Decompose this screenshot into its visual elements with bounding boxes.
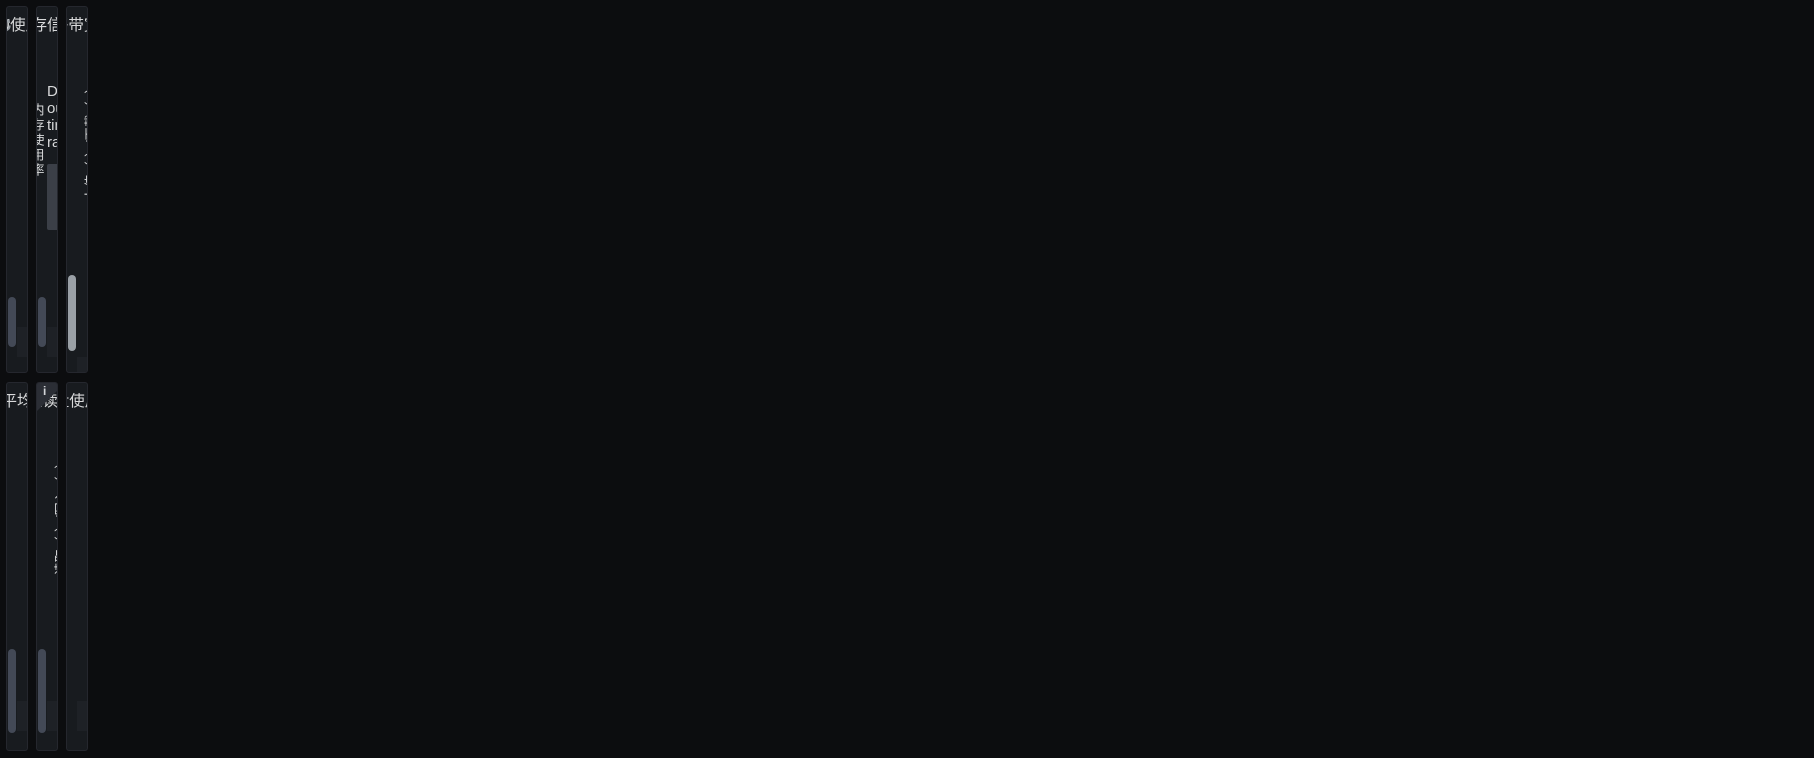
panel-title[interactable]: 磁盘使用率	[67, 393, 87, 410]
panel-info-corner[interactable]: i	[37, 383, 57, 411]
panel-system-load: 系统平均负载 23:4223:4423:4623:4823:5023:5223:…	[6, 382, 28, 751]
legend-row: CPU总核数6.006.006.006.00	[17, 731, 27, 750]
legend-row: 5分钟负载8.3717.7413.958.37	[17, 701, 27, 731]
legend-row: dm-1_读取9.21 kB/s176.64 kB/s22.89 kB/s176…	[47, 701, 57, 731]
panel-disk-readwrite: i 每秒磁盘读写容量 23:4223:4423:4623:4823:5023:5…	[36, 382, 58, 751]
legend-row: 15分钟负载5.2311.599.419.33	[17, 671, 27, 701]
y-axis-label-right: 内存使用率	[36, 102, 45, 178]
legend-row: 可用6.03 GiB6.06 GiB6.04 GiB6.05 GiB	[47, 357, 57, 372]
panel-title[interactable]: 系统平均负载	[7, 389, 27, 411]
legend-row: vda_读取9.21 kB/s176.64 kB/s22.89 kB/s176.…	[47, 671, 57, 701]
panel-network-bandwidth: 每秒网络带宽使用All 23:4223:4423:4623:4823:5023:…	[66, 6, 88, 373]
panel-disk-usage: 磁盘使用率 23:4223:4423:4623:4823:5023:5223:5…	[66, 382, 88, 751]
legend-header-row: minmaxavgcurrent	[17, 271, 27, 297]
legend-header-row: minmaxavgcurrent	[17, 645, 27, 671]
y-axis-label-left: 读取（-）/写入（+）	[53, 455, 58, 575]
panel-cpu-usage: CPU使用率 23:4223:4423:4623:4823:5023:5223:…	[6, 6, 28, 373]
legend-scrollbar[interactable]	[8, 297, 16, 347]
dashboard-grid: CPU使用率 23:4223:4423:4623:4823:5023:5223:…	[0, 0, 88, 751]
panel-title[interactable]: CPU使用率	[7, 17, 27, 34]
legend-header-row: minmaxavgcurrent	[47, 271, 57, 297]
panel-title[interactable]: 内存信息	[37, 13, 57, 35]
zoom-to-data-button[interactable]: Zoom to data	[47, 164, 57, 230]
info-icon: i	[43, 384, 47, 398]
panel-title[interactable]: 每秒网络带宽使用All	[67, 17, 87, 34]
legend-row: 总内存12.56 GiB12.56 GiB12.56 GiB12.56 GiB	[47, 297, 57, 327]
legend-row: cali8ebda44b7df_in下载4.21 Mbps24.97 Mbps1…	[77, 357, 87, 372]
legend-row: /boot29.9%29.9%29.9%29.9%	[77, 701, 87, 731]
legend-row: vda_写入46.64 kB/s142.93 kB/s84.20 kB/s142…	[47, 731, 57, 750]
legend-row: eth0_out上传8.54 Mbps50.22 Mbps37.42 Mbps	[77, 297, 87, 327]
legend-row: 总使用率23.31%74.90%61.15%23.31%	[17, 297, 27, 327]
legend-row: eth0_in下载7.45 Mbps48.91 Mbps36.20 Mbps	[77, 327, 87, 357]
y-axis-label-left: 上传（-）/下载（+）	[83, 80, 88, 200]
legend-header-row: minmaxavg	[77, 271, 87, 297]
legend-row: 系统使用率3.35%7.41%6.31%3.47%	[17, 357, 27, 372]
refresh-icon[interactable]	[7, 15, 15, 36]
legend-header-row: minmaxavgcurrent	[47, 645, 57, 671]
legend-row: /52.5%52.7%52.6%52.7%	[77, 671, 87, 701]
legend-row: 用户使用率11.88%46.70%37.13%11.88%	[17, 327, 27, 357]
panel-memory-info: 内存信息 23:4223:4423:4623:4823:5023:5223:54…	[36, 6, 58, 373]
refresh-icon-svg	[7, 18, 11, 32]
legend-row: 已用6.50 GiB6.53 GiB6.52 GiB6.51 GiB	[47, 327, 57, 357]
legend-scrollbar[interactable]	[8, 649, 16, 733]
legend-scrollbar[interactable]	[38, 297, 46, 347]
legend-scrollbar[interactable]	[68, 275, 76, 351]
legend-scrollbar[interactable]	[38, 649, 46, 733]
legend-header-row: minmaxavgcurrent	[77, 645, 87, 671]
